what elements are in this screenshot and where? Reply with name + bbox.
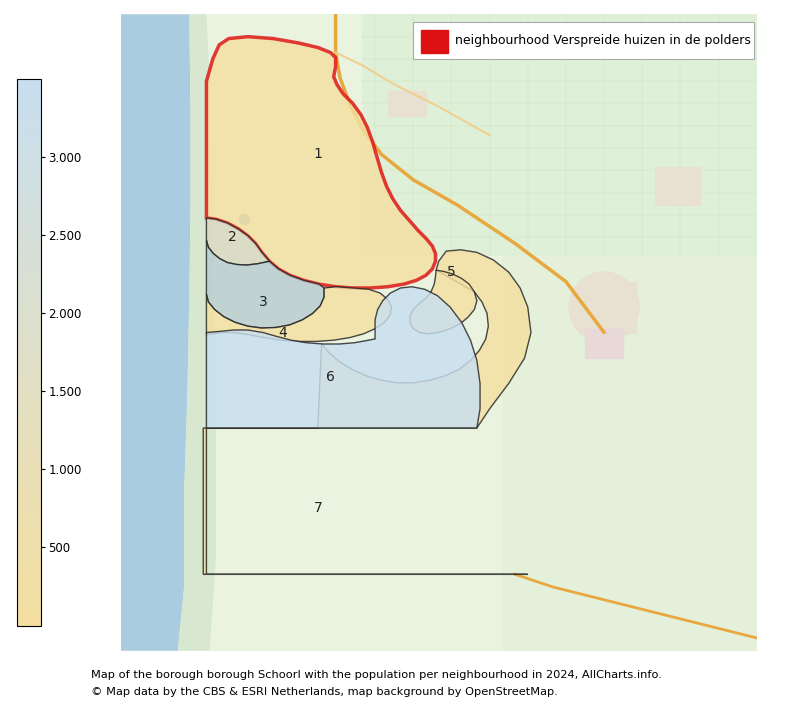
Text: 7: 7 [314, 500, 322, 515]
Bar [655, 167, 700, 206]
Polygon shape [362, 14, 757, 256]
Text: 5: 5 [447, 265, 456, 279]
Polygon shape [206, 240, 324, 328]
Text: 2: 2 [228, 230, 237, 244]
Circle shape [240, 214, 249, 224]
Polygon shape [410, 270, 477, 334]
Text: © Map data by the CBS & ESRI Netherlands, map background by OpenStreetMap.: © Map data by the CBS & ESRI Netherlands… [91, 687, 558, 697]
Polygon shape [203, 249, 531, 574]
Text: 4: 4 [279, 326, 287, 339]
Polygon shape [206, 37, 435, 288]
Text: 6: 6 [326, 370, 335, 384]
FancyBboxPatch shape [413, 22, 754, 59]
Polygon shape [121, 14, 191, 651]
Text: 1: 1 [314, 147, 322, 161]
Bar [585, 329, 623, 358]
Bar [421, 29, 448, 52]
Polygon shape [503, 256, 757, 651]
Polygon shape [178, 14, 216, 651]
Circle shape [569, 272, 639, 342]
Polygon shape [206, 218, 269, 265]
Polygon shape [206, 287, 480, 428]
Text: neighbourhood Verspreide huizen in de polders: neighbourhood Verspreide huizen in de po… [455, 34, 750, 47]
Bar [387, 91, 426, 116]
Text: 3: 3 [260, 295, 268, 309]
Bar [579, 282, 636, 332]
Polygon shape [206, 287, 391, 342]
Text: Map of the borough borough Schoorl with the population per neighbourhood in 2024: Map of the borough borough Schoorl with … [91, 670, 662, 680]
